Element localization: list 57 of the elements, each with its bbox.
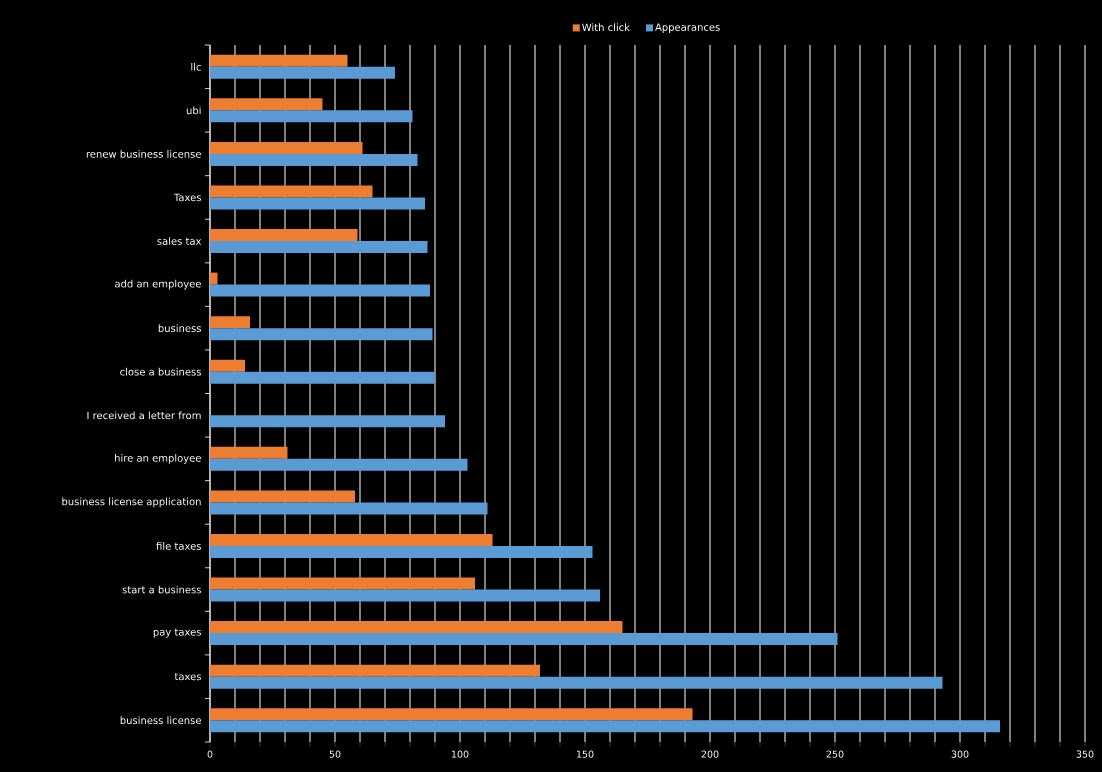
- bar: [210, 66, 396, 79]
- y-tick-label: Taxes: [173, 193, 201, 202]
- bar: [210, 458, 468, 471]
- bar: [210, 446, 288, 459]
- bar: [210, 141, 363, 154]
- bar: [210, 577, 476, 590]
- bar: [210, 664, 541, 677]
- bar: [210, 328, 433, 341]
- bar: [210, 371, 436, 384]
- bar: [210, 272, 218, 285]
- bar: [210, 197, 425, 210]
- bar: [210, 98, 323, 111]
- x-tick-label: 50: [329, 750, 341, 758]
- y-tick-label: close a business: [120, 367, 201, 376]
- y-tick-label: sales tax: [157, 237, 202, 245]
- bar: [210, 545, 593, 558]
- y-tick-label: file taxes: [156, 542, 201, 550]
- x-tick-label: 100: [451, 750, 469, 758]
- y-tick-label: business license application: [62, 497, 201, 508]
- bar: [210, 589, 601, 602]
- x-tick-label: 0: [207, 750, 213, 758]
- bar: [210, 359, 245, 372]
- y-tick-label: business license: [120, 716, 201, 725]
- bar: [210, 533, 493, 546]
- y-tick-label: add an employee: [115, 279, 201, 290]
- bar: [210, 676, 943, 689]
- x-tick-label: 350: [1076, 750, 1094, 758]
- bar: [210, 633, 838, 646]
- y-tick-label: pay taxes: [153, 628, 201, 638]
- bar: [210, 720, 1001, 733]
- y-tick-label: ubi: [186, 106, 201, 115]
- bar: [210, 415, 445, 428]
- y-tick-label: business: [158, 324, 201, 333]
- y-tick-label: I received a letter from: [87, 411, 201, 420]
- bar: [210, 621, 623, 634]
- x-tick-label: 250: [826, 750, 844, 758]
- bar: [210, 284, 431, 297]
- y-tick-label: hire an employee: [115, 454, 201, 464]
- x-tick-label: 300: [951, 750, 969, 758]
- bar: [210, 241, 428, 254]
- y-tick-label: llc: [191, 62, 201, 71]
- bar: [210, 54, 348, 67]
- y-tick-label: start a business: [122, 585, 201, 594]
- bar: [210, 502, 488, 515]
- legend-label: Appearances: [655, 23, 720, 33]
- y-tick-label: renew business license: [86, 150, 201, 158]
- bar: [210, 708, 693, 721]
- bar: [210, 316, 250, 329]
- bar: [210, 229, 358, 242]
- legend-label: With click: [582, 23, 630, 32]
- x-tick-label: 200: [701, 750, 719, 758]
- bar: [210, 490, 355, 503]
- bar: [210, 110, 413, 123]
- x-tick-label: 150: [576, 750, 594, 758]
- bar: [210, 185, 373, 198]
- bar: [210, 153, 418, 166]
- y-tick-label: taxes: [174, 673, 201, 681]
